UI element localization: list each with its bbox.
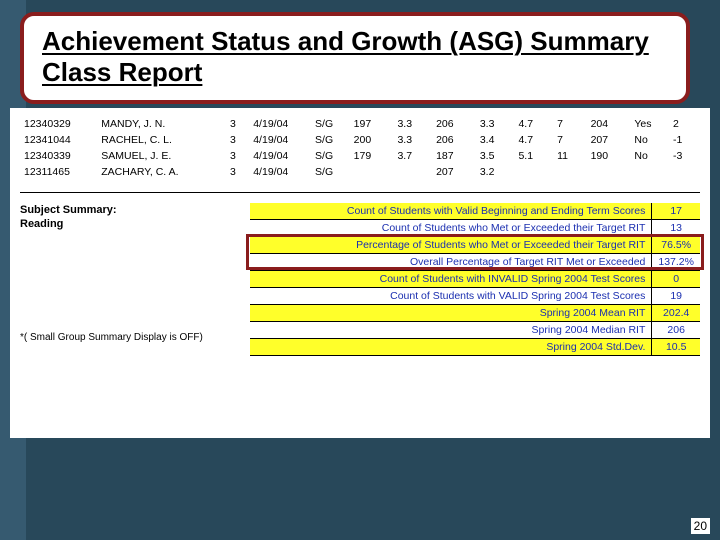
table-cell: 187 [432, 148, 476, 164]
table-cell: 7 [553, 132, 586, 148]
table-cell: 12311465 [20, 164, 97, 188]
table-cell: 206 [432, 116, 476, 132]
table-cell: 3 [226, 132, 249, 148]
summary-table: Count of Students with Valid Beginning a… [250, 203, 700, 356]
table-cell: S/G [311, 132, 350, 148]
table-cell: 3.3 [476, 116, 515, 132]
table-cell: 200 [350, 132, 394, 148]
table-cell [553, 164, 586, 188]
table-cell: 190 [587, 148, 631, 164]
summary-row: Spring 2004 Mean RIT202.4 [250, 305, 700, 322]
table-cell: 7 [553, 116, 586, 132]
table-row: 12341044RACHEL, C. L.34/19/04S/G2003.320… [20, 132, 700, 148]
summary-label: Spring 2004 Std.Dev. [250, 339, 652, 356]
summary-row: Count of Students with VALID Spring 2004… [250, 288, 700, 305]
summary-value: 76.5% [652, 237, 700, 254]
summary-label: Overall Percentage of Target RIT Met or … [250, 254, 652, 271]
table-cell: RACHEL, C. L. [97, 132, 226, 148]
summary-row: Spring 2004 Std.Dev.10.5 [250, 339, 700, 356]
table-cell: 3 [226, 116, 249, 132]
table-cell: 4/19/04 [249, 116, 311, 132]
summary-row: Percentage of Students who Met or Exceed… [250, 237, 700, 254]
table-row: 12340339SAMUEL, J. E.34/19/04S/G1793.718… [20, 148, 700, 164]
table-cell: 197 [350, 116, 394, 132]
summary-metrics: Count of Students with Valid Beginning a… [250, 203, 700, 356]
table-cell: Yes [630, 116, 669, 132]
table-cell: SAMUEL, J. E. [97, 148, 226, 164]
table-cell: No [630, 148, 669, 164]
summary-row: Count of Students with Valid Beginning a… [250, 203, 700, 220]
summary-label: Spring 2004 Mean RIT [250, 305, 652, 322]
table-cell [669, 164, 700, 188]
subject-summary-block: Subject Summary: Reading *( Small Group … [20, 203, 240, 356]
table-cell [630, 164, 669, 188]
table-cell: 4/19/04 [249, 164, 311, 188]
table-cell [350, 164, 394, 188]
page-number: 20 [691, 518, 710, 534]
summary-label: Percentage of Students who Met or Exceed… [250, 237, 652, 254]
summary-value: 17 [652, 203, 700, 220]
table-cell: S/G [311, 148, 350, 164]
table-cell: 3.3 [393, 132, 432, 148]
summary-row: Overall Percentage of Target RIT Met or … [250, 254, 700, 271]
subject-summary-label: Subject Summary: [20, 203, 240, 217]
table-cell: 11 [553, 148, 586, 164]
table-cell: 179 [350, 148, 394, 164]
summary-label: Spring 2004 Median RIT [250, 322, 652, 339]
title-box: Achievement Status and Growth (ASG) Summ… [20, 12, 690, 104]
table-cell: 12340329 [20, 116, 97, 132]
table-cell: -3 [669, 148, 700, 164]
summary-value: 202.4 [652, 305, 700, 322]
table-cell: 2 [669, 116, 700, 132]
table-cell: 3.3 [393, 116, 432, 132]
table-cell: 12340339 [20, 148, 97, 164]
table-cell [393, 164, 432, 188]
table-cell: 3 [226, 148, 249, 164]
summary-value: 206 [652, 322, 700, 339]
table-cell: 5.1 [514, 148, 553, 164]
table-cell: S/G [311, 164, 350, 188]
table-cell: 4/19/04 [249, 132, 311, 148]
summary-label: Count of Students with VALID Spring 2004… [250, 288, 652, 305]
table-cell: 207 [432, 164, 476, 188]
divider-line [20, 192, 700, 193]
summary-label: Count of Students with INVALID Spring 20… [250, 271, 652, 288]
table-row: 12340329MANDY, J. N.34/19/04S/G1973.3206… [20, 116, 700, 132]
summary-row: Count of Students with INVALID Spring 20… [250, 271, 700, 288]
subject-summary-value: Reading [20, 217, 240, 231]
footnote: *( Small Group Summary Display is OFF) [20, 332, 240, 343]
table-cell: 12341044 [20, 132, 97, 148]
table-cell [514, 164, 553, 188]
table-cell: 4.7 [514, 132, 553, 148]
table-cell: 3.5 [476, 148, 515, 164]
table-cell: 3.2 [476, 164, 515, 188]
summary-label: Count of Students who Met or Exceeded th… [250, 220, 652, 237]
table-cell: 3.4 [476, 132, 515, 148]
summary-value: 137.2% [652, 254, 700, 271]
table-cell: 4.7 [514, 116, 553, 132]
table-cell: 4/19/04 [249, 148, 311, 164]
summary-value: 13 [652, 220, 700, 237]
student-table: 12340329MANDY, J. N.34/19/04S/G1973.3206… [20, 116, 700, 188]
table-cell: No [630, 132, 669, 148]
summary-row: Spring 2004 Median RIT206 [250, 322, 700, 339]
report-panel: 12340329MANDY, J. N.34/19/04S/G1973.3206… [10, 108, 710, 438]
summary-value: 0 [652, 271, 700, 288]
table-row: 12311465ZACHARY, C. A.34/19/04S/G 2073.2 [20, 164, 700, 188]
table-cell: 3 [226, 164, 249, 188]
summary-value: 10.5 [652, 339, 700, 356]
summary-row: Count of Students who Met or Exceeded th… [250, 220, 700, 237]
table-cell: MANDY, J. N. [97, 116, 226, 132]
table-cell: S/G [311, 116, 350, 132]
table-cell: 207 [587, 132, 631, 148]
slide-title: Achievement Status and Growth (ASG) Summ… [42, 26, 668, 88]
summary-label: Count of Students with Valid Beginning a… [250, 203, 652, 220]
table-cell: 206 [432, 132, 476, 148]
table-cell: ZACHARY, C. A. [97, 164, 226, 188]
table-cell: 3.7 [393, 148, 432, 164]
table-cell [587, 164, 631, 188]
table-cell: -1 [669, 132, 700, 148]
summary-value: 19 [652, 288, 700, 305]
table-cell: 204 [587, 116, 631, 132]
